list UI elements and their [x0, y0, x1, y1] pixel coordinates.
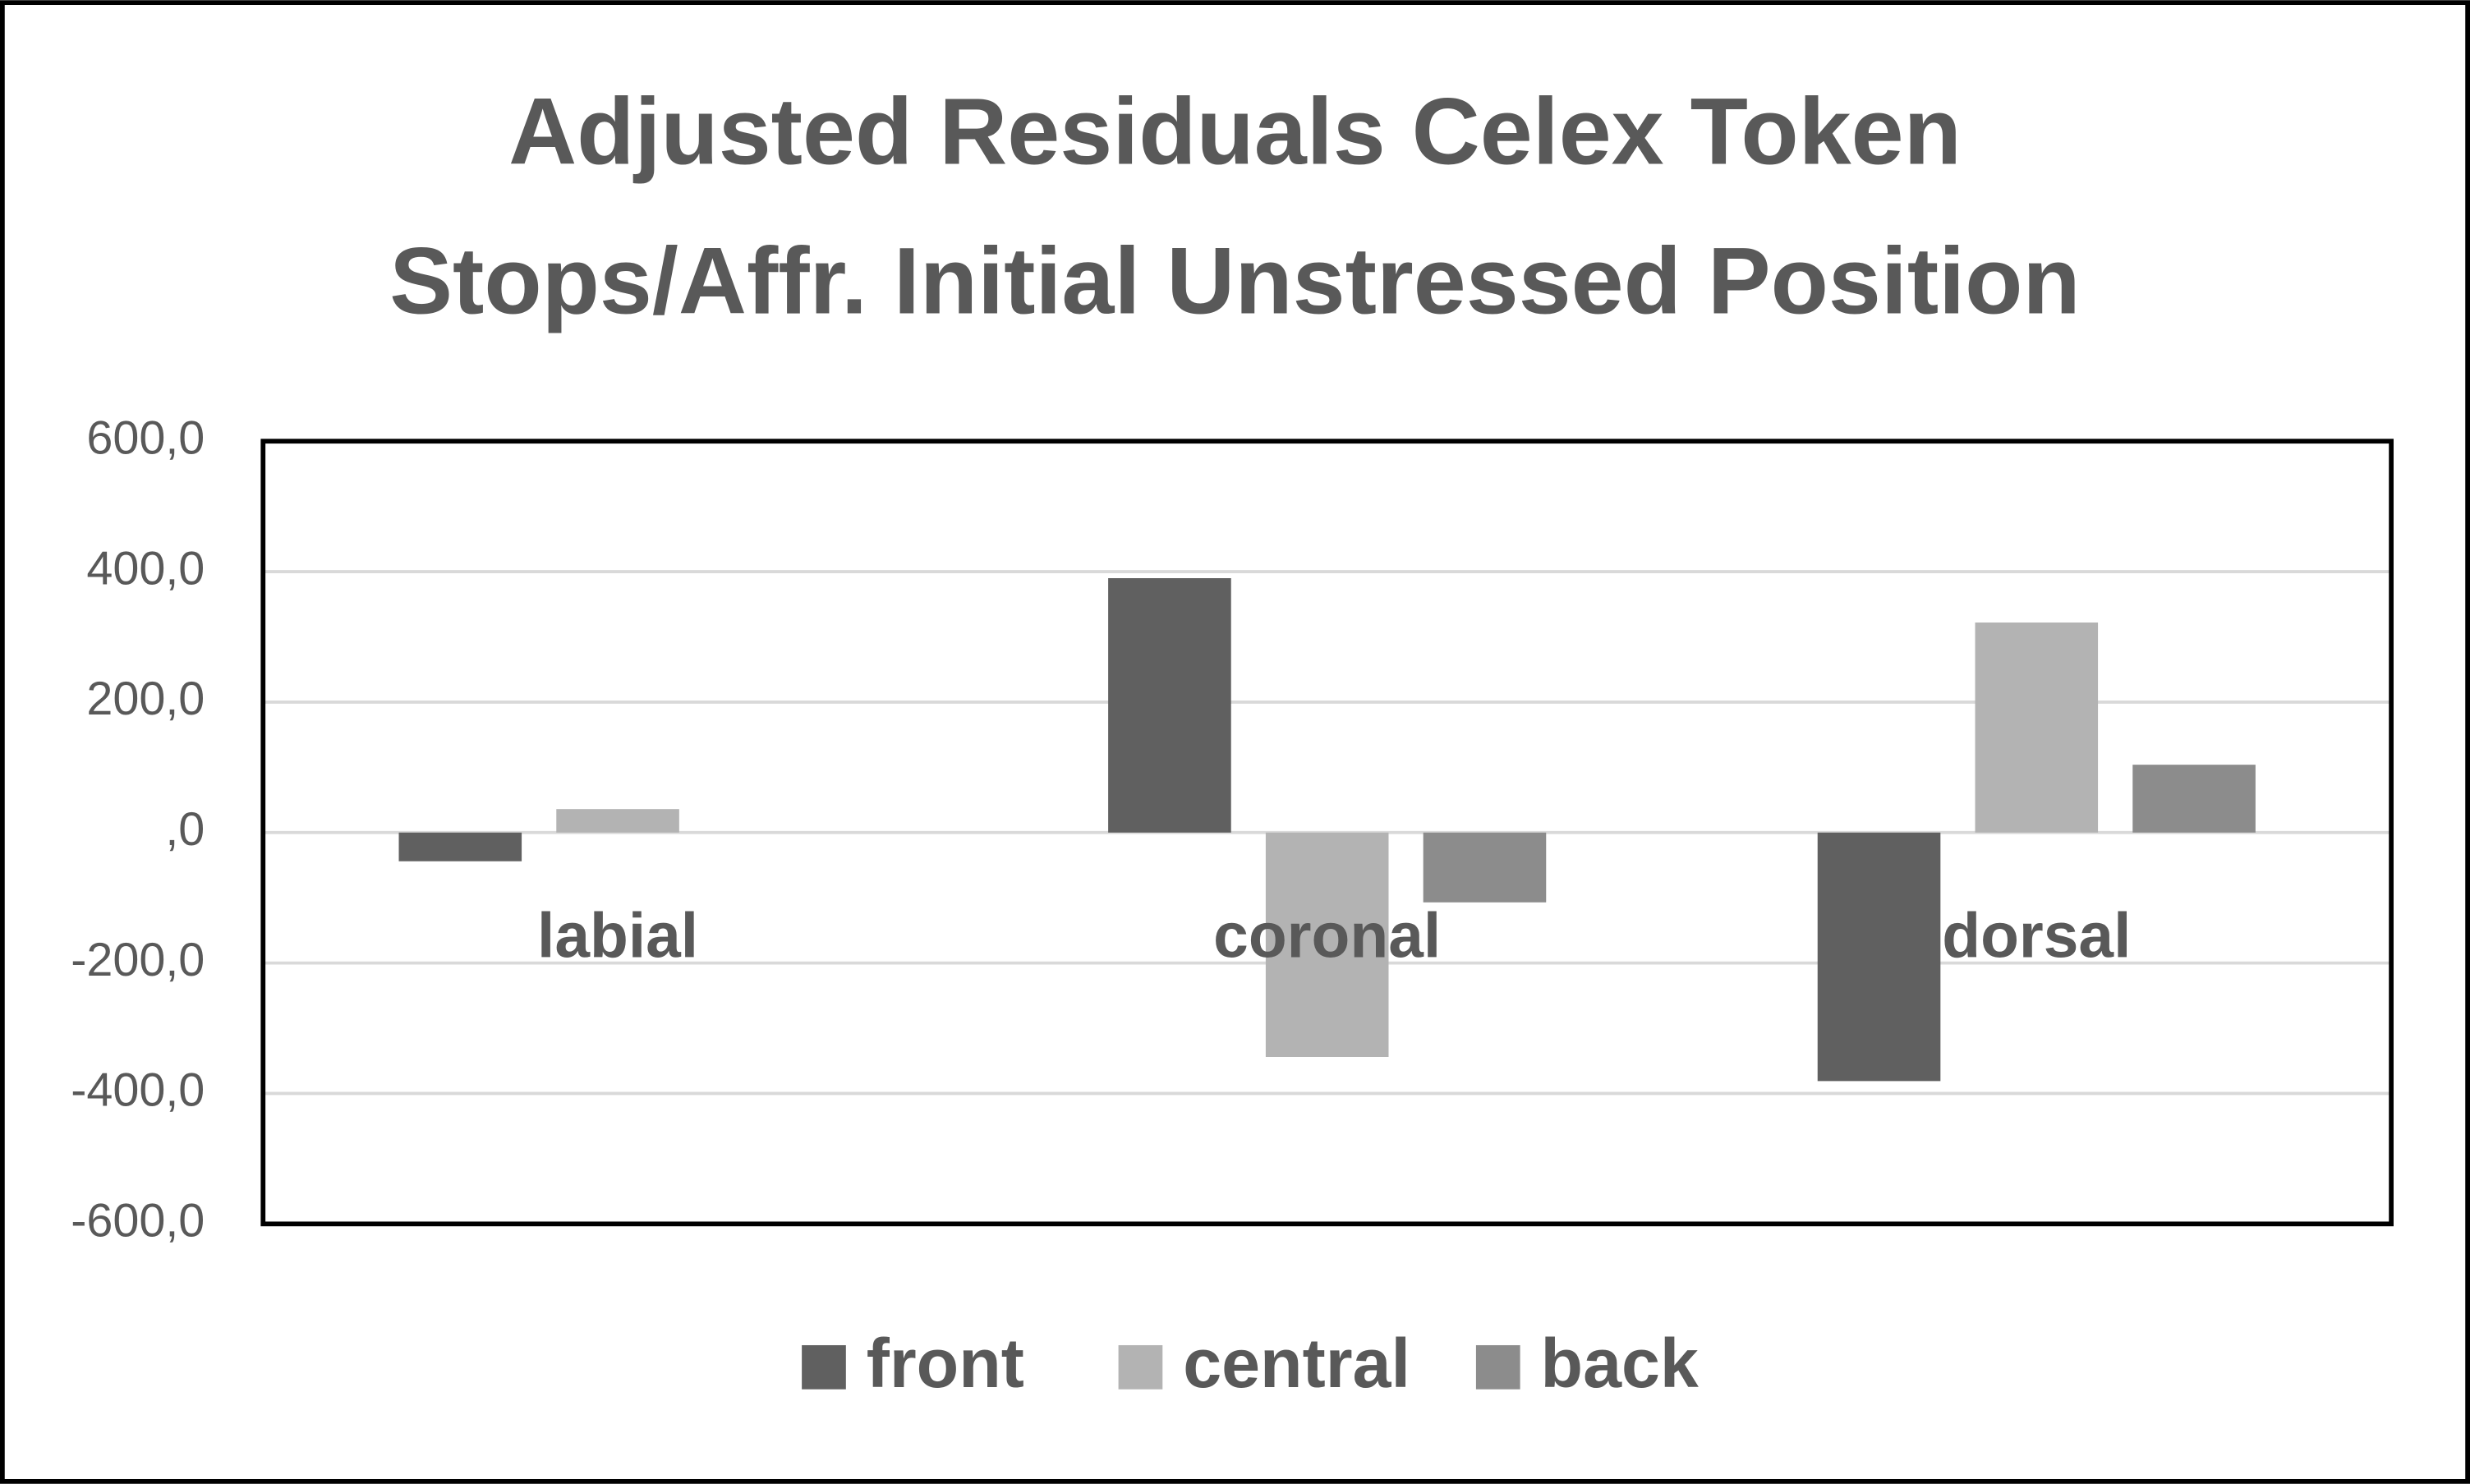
y-tick-label: 200,0 — [86, 673, 205, 725]
legend-label: back — [1541, 1325, 1699, 1402]
x-tick-label: labial — [537, 901, 698, 971]
plot-border — [260, 439, 2394, 1227]
bar — [398, 832, 522, 861]
bar — [2132, 765, 2256, 833]
legend-label: front — [867, 1325, 1024, 1402]
legend-swatch — [1475, 1344, 1520, 1390]
y-tick-label: -200,0 — [71, 934, 205, 986]
chart-title: Adjusted Residuals Celex Token — [508, 79, 1962, 184]
y-tick-label: -600,0 — [71, 1195, 205, 1247]
bar — [1423, 832, 1547, 903]
legend-swatch — [802, 1344, 846, 1390]
y-tick-label: -400,0 — [71, 1064, 205, 1117]
x-tick-label: dorsal — [1942, 901, 2131, 971]
bar — [556, 809, 679, 833]
bar — [1265, 832, 1389, 1057]
legend-label: central — [1183, 1325, 1410, 1402]
bar — [1975, 623, 2099, 833]
chart-title: Stops/Affr. Initial Unstressed Position — [389, 229, 2080, 334]
bar — [1108, 578, 1231, 833]
legend-swatch — [1118, 1344, 1163, 1390]
y-tick-label: 400,0 — [86, 542, 205, 595]
bar — [1817, 832, 1941, 1082]
x-tick-label: coronal — [1213, 901, 1441, 971]
y-tick-label: ,0 — [165, 803, 205, 856]
y-tick-label: 600,0 — [86, 411, 205, 464]
